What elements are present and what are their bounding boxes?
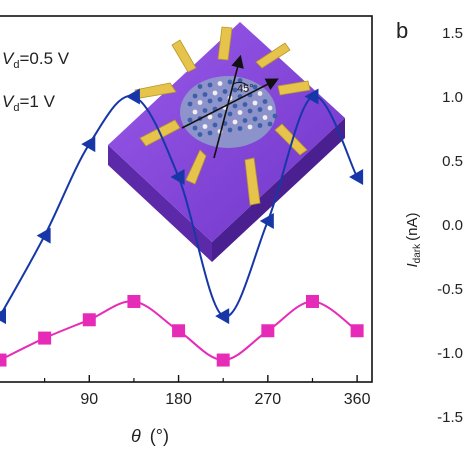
atom bbox=[212, 122, 218, 128]
x-tick-label-90: 90 bbox=[80, 391, 98, 408]
panel-b-y-tick-1.0: 1.0 bbox=[442, 89, 463, 106]
data-point-triangle-225 bbox=[215, 308, 230, 325]
atom bbox=[217, 97, 223, 102]
panel-b: b 1.5 1.0 0.5 0.0 -0.5 -1.0 -1.5 Idark(nA) bbox=[396, 18, 463, 426]
atom bbox=[272, 113, 278, 119]
device-schematic-inset: 45° bbox=[108, 22, 345, 262]
atom bbox=[187, 101, 193, 107]
data-point-square-45 bbox=[38, 331, 52, 345]
panel-b-y-tick-labels: 1.5 1.0 0.5 0.0 -0.5 -1.0 -1.5 bbox=[437, 25, 463, 426]
atom bbox=[237, 78, 243, 83]
atom bbox=[257, 107, 263, 112]
atom bbox=[202, 108, 208, 113]
x-axis-label: θ (°) bbox=[131, 426, 169, 446]
data-point-square-0 bbox=[0, 353, 7, 367]
atom bbox=[267, 105, 273, 111]
atom bbox=[212, 90, 218, 96]
legend: Vd=0.5 V Vd=1 V bbox=[2, 49, 70, 114]
atom bbox=[232, 87, 238, 93]
atom bbox=[252, 84, 258, 90]
atom bbox=[237, 110, 243, 115]
atom bbox=[202, 92, 208, 97]
data-point-triangle-180 bbox=[170, 169, 185, 186]
panel-b-y-tick--1.5: -1.5 bbox=[437, 409, 463, 426]
atom bbox=[222, 89, 228, 94]
panel-b-y-tick--0.5: -0.5 bbox=[437, 281, 463, 298]
atom bbox=[207, 82, 213, 88]
atom bbox=[192, 93, 198, 99]
atom bbox=[252, 116, 258, 122]
angle-arc bbox=[232, 81, 249, 87]
atom-lattice bbox=[187, 78, 278, 137]
series-line-0 bbox=[0, 94, 359, 318]
series-markers bbox=[0, 88, 364, 367]
atom bbox=[187, 117, 193, 123]
direction-arrow-1 bbox=[181, 78, 279, 129]
atom bbox=[257, 91, 263, 96]
atom bbox=[197, 132, 203, 137]
x-axis-ticks bbox=[44, 375, 358, 382]
x-tick-label-270: 270 bbox=[254, 391, 281, 408]
atom bbox=[192, 109, 198, 115]
data-point-triangle-270 bbox=[259, 212, 274, 229]
data-point-square-90 bbox=[82, 313, 96, 327]
atom bbox=[242, 118, 248, 123]
substrate-side-left bbox=[108, 145, 212, 262]
data-point-triangle-315 bbox=[304, 88, 319, 105]
data-point-square-225 bbox=[216, 353, 230, 367]
data-point-triangle-360 bbox=[349, 169, 364, 186]
atom bbox=[242, 102, 248, 107]
atom bbox=[202, 124, 208, 129]
atom bbox=[232, 103, 238, 109]
panel-b-y-tick-0.5: 0.5 bbox=[442, 153, 463, 170]
data-point-square-270 bbox=[261, 324, 275, 338]
data-point-square-135 bbox=[127, 294, 141, 308]
atom bbox=[192, 125, 198, 131]
x-tick-label-180: 180 bbox=[165, 391, 192, 408]
atom bbox=[207, 114, 213, 120]
atom bbox=[207, 130, 213, 136]
data-point-square-360 bbox=[350, 324, 364, 338]
panel-a: 90 180 270 360 θ (°) Vd=0.5 V Vd=1 V bbox=[0, 15, 373, 446]
panel-b-y-tick--1.0: -1.0 bbox=[437, 345, 463, 362]
atom bbox=[197, 100, 203, 105]
data-point-square-180 bbox=[172, 324, 186, 338]
data-point-triangle-90 bbox=[81, 136, 96, 153]
atom bbox=[217, 81, 223, 86]
atom bbox=[227, 111, 233, 117]
data-point-square-315 bbox=[305, 294, 319, 308]
atom bbox=[217, 113, 223, 118]
angle-annotation: 45° bbox=[237, 83, 254, 95]
atom bbox=[232, 119, 238, 125]
panel-label-b: b bbox=[396, 18, 408, 43]
data-point-triangle-45 bbox=[36, 227, 51, 244]
atom bbox=[237, 126, 243, 131]
atom bbox=[262, 99, 268, 104]
panel-b-y-axis-label: Idark(nA) bbox=[404, 213, 423, 268]
atom bbox=[247, 124, 253, 130]
atom bbox=[227, 79, 233, 85]
atom bbox=[267, 121, 273, 127]
atom bbox=[247, 108, 253, 114]
atom bbox=[252, 100, 258, 106]
electrodes bbox=[134, 26, 311, 206]
legend-entry-1v: Vd=1 V bbox=[2, 92, 56, 114]
atom bbox=[257, 123, 263, 128]
plot-frame bbox=[0, 15, 373, 383]
atom bbox=[197, 84, 203, 89]
atom bbox=[262, 115, 268, 120]
data-point-triangle-0 bbox=[0, 308, 6, 325]
legend-entry-0.5v: Vd=0.5 V bbox=[2, 49, 70, 71]
panel-b-y-tick-1.5: 1.5 bbox=[442, 25, 463, 42]
x-axis-tick-labels: 90 180 270 360 bbox=[80, 391, 370, 408]
direction-arrow-2 bbox=[213, 54, 244, 159]
atom bbox=[227, 127, 233, 133]
atom bbox=[242, 86, 248, 91]
atom bbox=[207, 98, 213, 104]
panel-b-y-tick-0.0: 0.0 bbox=[442, 217, 463, 234]
data-point-triangle-135 bbox=[125, 88, 140, 105]
x-tick-label-360: 360 bbox=[344, 391, 371, 408]
